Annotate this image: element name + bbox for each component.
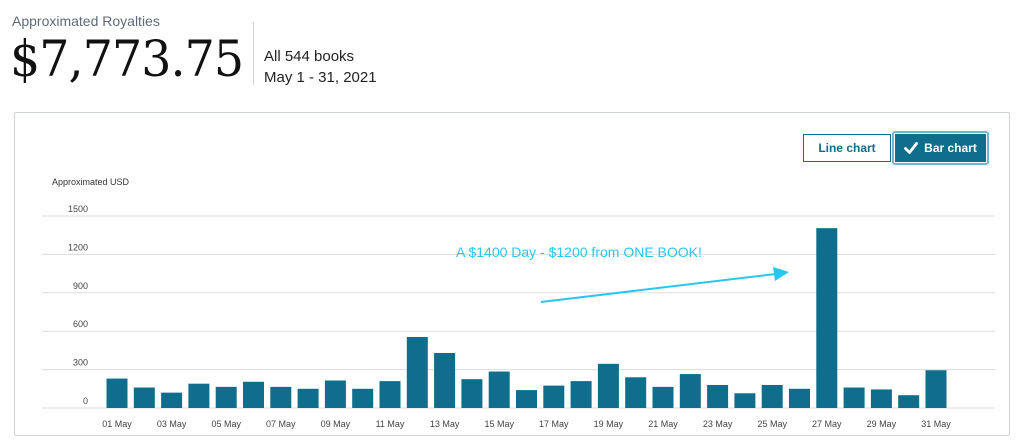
- bar-chart-label: Bar chart: [924, 141, 977, 155]
- bar: [679, 374, 701, 408]
- bar: [707, 384, 729, 408]
- annotation-text: A $1400 Day - $1200 from ONE BOOK!: [456, 244, 702, 260]
- x-tick-label: 03 May: [157, 419, 187, 429]
- bar: [789, 388, 810, 408]
- bar: [898, 395, 920, 408]
- x-tick-label: 13 May: [430, 419, 460, 429]
- bar: [816, 228, 838, 408]
- bar-chart-focus-ring: [892, 131, 989, 165]
- x-tick-label: 23 May: [703, 419, 733, 429]
- bar: [379, 381, 401, 408]
- bar: [352, 388, 374, 408]
- x-tick-label: 21 May: [648, 419, 678, 429]
- bar: [761, 384, 783, 408]
- x-tick-label: 17 May: [539, 419, 569, 429]
- bar: [243, 381, 264, 408]
- bar: [297, 388, 319, 408]
- y-tick-label: 1200: [68, 242, 88, 252]
- x-tick-label: 11 May: [376, 419, 405, 429]
- x-tick-label: 07 May: [266, 419, 296, 429]
- y-tick-label: 300: [73, 358, 88, 368]
- bar: [570, 381, 592, 408]
- bar: [434, 352, 456, 408]
- bar: [652, 386, 674, 408]
- bar: [270, 386, 292, 408]
- x-tick-label: 19 May: [594, 419, 624, 429]
- y-tick-label: 600: [73, 319, 88, 329]
- header-divider: [253, 22, 254, 85]
- bar: [133, 387, 155, 408]
- x-tick-label: 01 May: [102, 419, 132, 429]
- checkmark-icon: [904, 142, 919, 154]
- y-axis-label: Approximated USD: [52, 177, 130, 187]
- annotation-arrow-line: [540, 273, 777, 303]
- bar: [870, 389, 892, 408]
- date-range: May 1 - 31, 2021: [264, 69, 377, 86]
- chart-panel: [14, 112, 1010, 436]
- y-tick-label: 1500: [68, 204, 88, 214]
- bar: [215, 386, 237, 408]
- bar: [161, 392, 183, 408]
- bar: [488, 371, 510, 408]
- bar: [843, 387, 865, 408]
- books-scope: All 544 books: [264, 48, 355, 65]
- bar-chart-button[interactable]: Bar chart: [895, 134, 986, 162]
- x-tick-label: 09 May: [321, 419, 351, 429]
- x-tick-label: 05 May: [211, 419, 241, 429]
- bar: [543, 385, 565, 408]
- bar: [625, 377, 647, 408]
- x-tick-label: 27 May: [812, 419, 842, 429]
- bar: [324, 380, 346, 408]
- line-chart-button[interactable]: Line chart: [803, 134, 891, 162]
- y-tick-label: 900: [73, 281, 88, 291]
- x-tick-label: 29 May: [867, 419, 897, 429]
- line-chart-label: Line chart: [818, 141, 876, 155]
- royalties-amount: $7,773.75: [10, 30, 244, 88]
- bar: [734, 393, 756, 408]
- annotation-arrowhead: [773, 267, 789, 281]
- bar: [925, 370, 947, 408]
- bar: [516, 390, 537, 408]
- x-tick-label: 31 May: [921, 419, 951, 429]
- bar: [597, 363, 619, 408]
- x-tick-label: 15 May: [484, 419, 514, 429]
- x-tick-label: 25 May: [757, 419, 787, 429]
- bar: [106, 378, 128, 408]
- royalties-label: Approximated Royalties: [12, 13, 160, 29]
- bar: [461, 379, 483, 408]
- bar: [406, 336, 428, 408]
- y-tick-label: 0: [83, 396, 88, 406]
- bar: [188, 383, 210, 408]
